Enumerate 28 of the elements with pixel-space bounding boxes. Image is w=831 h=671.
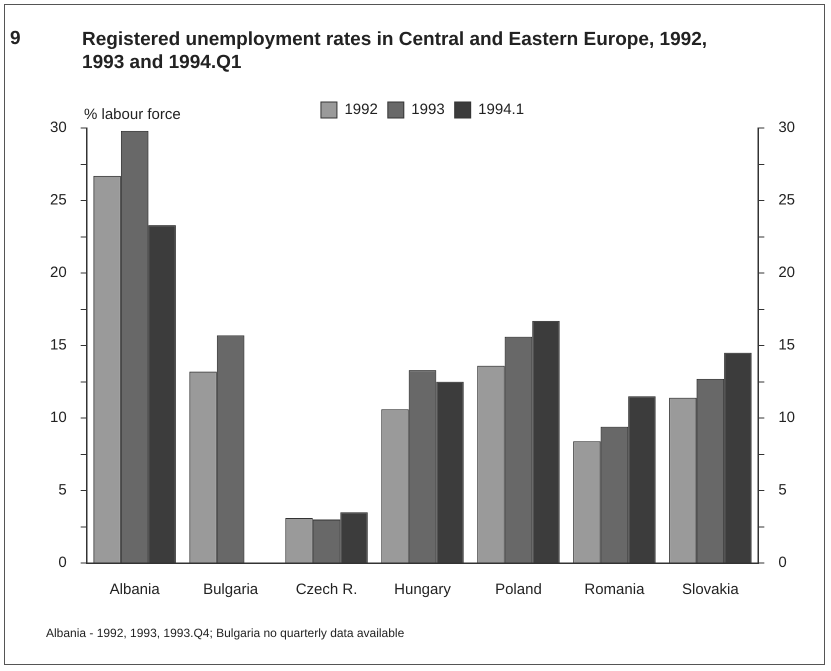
legend-label: 1992	[344, 101, 378, 118]
text: 9	[10, 28, 21, 50]
y2-tick-label: 10	[778, 409, 796, 426]
x-tick-label: Hungary	[394, 581, 452, 598]
y2-tick-label: 15	[778, 336, 796, 354]
y2-tick-label: 0	[778, 554, 787, 572]
y-tick-label: 30	[50, 119, 67, 136]
y-tick-label: 20	[50, 264, 67, 282]
x-tick-label: Slovakia	[682, 581, 740, 598]
y2-tick-label: 30	[778, 119, 796, 136]
x-tick-label: Albania	[110, 581, 160, 598]
y2-tick-label: 25	[778, 192, 796, 209]
text: Albania - 1992, 1993, 1993.Q4; Bulgaria no quarterly data available	[46, 626, 404, 640]
x-tick-label: Bulgaria	[203, 581, 259, 598]
x-tick-label: Poland	[495, 581, 542, 598]
legend-label: 1994.1	[478, 101, 524, 118]
x-tick-label: Romania	[584, 581, 646, 598]
y2-tick-label: 20	[778, 264, 796, 282]
chart-title: Registered unemployment rates in Central and Eastern Europe, 1992, 1993 and 1994.Q1	[82, 28, 708, 74]
legend-label: 1993	[411, 101, 445, 118]
y2-tick-label: 5	[778, 482, 787, 499]
y-tick-label: 0	[58, 554, 67, 572]
y-tick-label: 15	[50, 336, 67, 354]
y-axis-title: % labour force	[84, 106, 181, 123]
y-tick-label: 25	[50, 192, 67, 209]
x-tick-label: Czech R.	[296, 581, 358, 598]
y-tick-label: 10	[50, 409, 67, 426]
y-tick-label: 5	[58, 482, 67, 499]
